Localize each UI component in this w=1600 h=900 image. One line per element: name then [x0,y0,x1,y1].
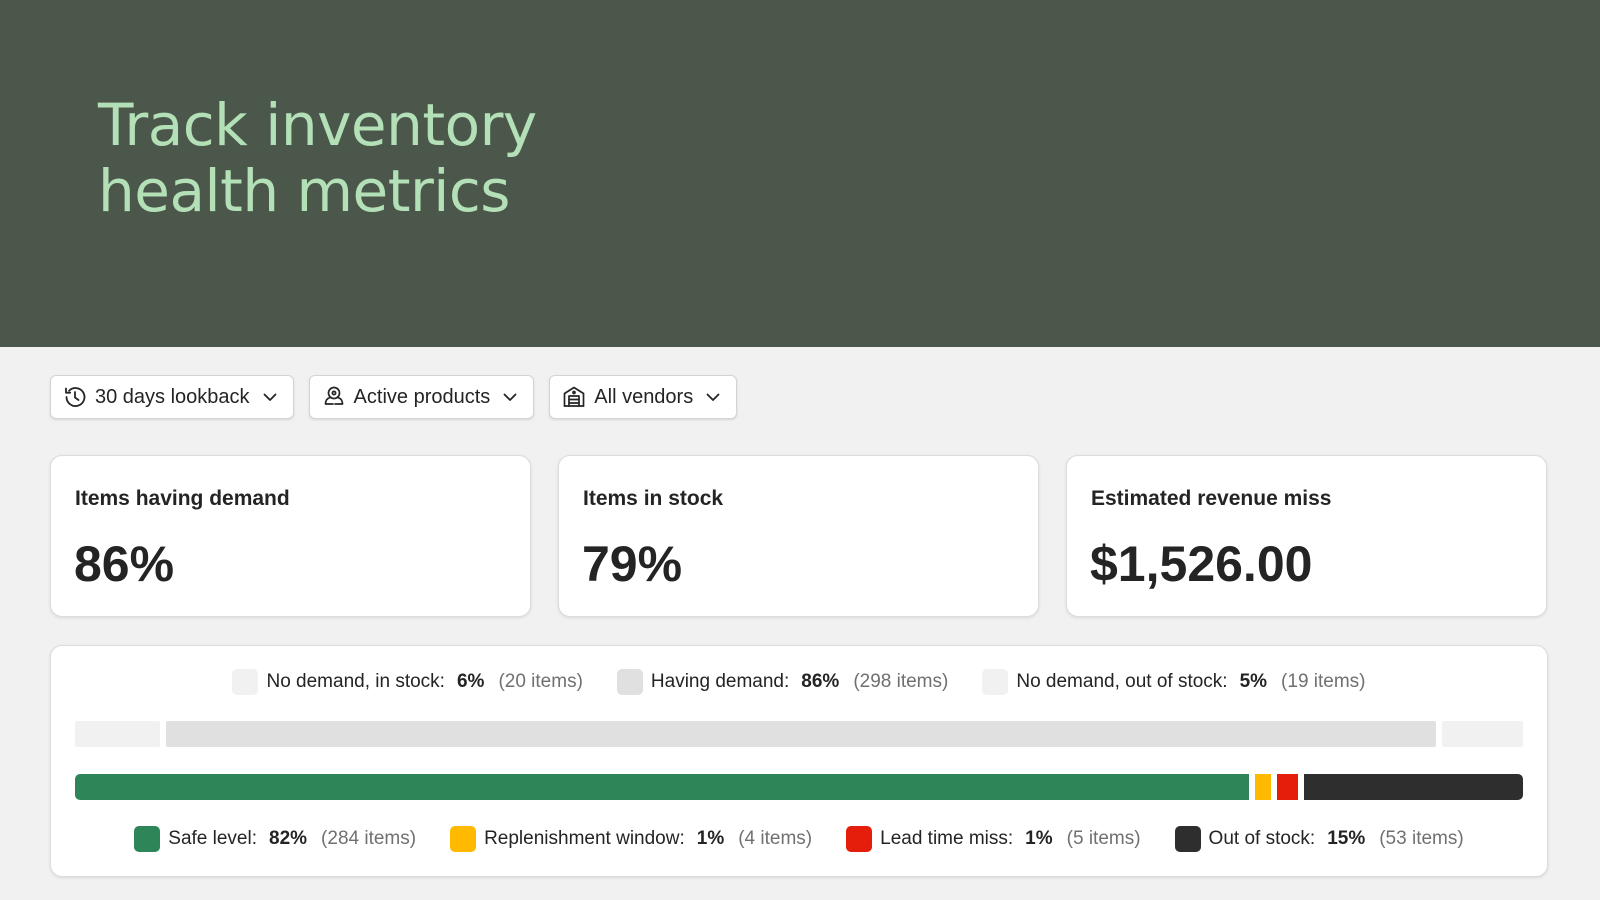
legend-item: No demand, in stock: 6% (20 items) [232,669,583,695]
page-title: Track inventory health metrics [98,91,537,225]
legend-item: Having demand: 86% (298 items) [616,669,949,695]
vendors-filter-button[interactable]: All vendors [549,375,738,419]
legend-percent: 15% [1327,828,1366,849]
chevron-down-icon [259,386,281,408]
legend-percent: 1% [1025,828,1053,849]
bar-segment [1303,774,1523,800]
legend-count: (20 items) [498,671,583,692]
legend-count: (19 items) [1281,671,1366,692]
vendors-filter-label: All vendors [594,385,694,408]
metric-card-value: 79% [582,536,683,592]
lookback-filter-label: 30 days lookback [95,385,250,408]
stock-status-legend: Safe level: 82% (284 items) Replenishment w… [51,826,1547,852]
legend-label: Safe level: [168,828,258,849]
legend-percent: 1% [696,828,725,849]
metric-card-value: $1,526.00 [1090,536,1313,592]
legend-count: (284 items) [321,828,417,849]
chevron-down-icon [499,386,521,408]
legend-percent: 6% [456,671,485,692]
vendor-building-icon [561,384,587,410]
legend-item: Lead time miss: 1% (5 items) [846,826,1141,852]
bar-segment [1277,774,1298,800]
inventory-breakdown-panel: No demand, in stock: 6% (20 items) Having d… [50,645,1548,877]
legend-label: Replenishment window: [484,828,685,849]
legend-percent: 86% [801,671,840,692]
legend-count: (298 items) [853,671,949,692]
lookback-filter-button[interactable]: 30 days lookback [50,375,294,419]
products-filter-label: Active products [353,385,491,408]
legend-swatch [616,669,643,695]
bar-segment [1442,721,1523,747]
legend-percent: 82% [269,828,308,849]
legend-swatch [982,669,1009,695]
products-filter-button[interactable]: Active products [308,375,535,419]
legend-swatch [134,826,161,852]
demand-legend: No demand, in stock: 6% (20 items) Having d… [51,669,1547,695]
legend-label: Having demand: [650,671,790,692]
legend-label: Lead time miss: [880,828,1014,849]
legend-item: No demand, out of stock: 5% (19 items) [982,669,1366,695]
bar-segment [75,721,161,747]
history-icon [62,384,88,410]
legend-swatch [1174,826,1201,852]
metric-card-title: Items having demand [75,487,290,510]
bar-segment [75,774,1249,800]
stock-status-stacked-bar [75,774,1523,800]
bar-segment [1254,774,1272,800]
hero-banner: Track inventory health metrics [0,0,1600,347]
metric-card-title: Items in stock [583,487,724,510]
legend-count: (4 items) [738,828,813,849]
products-icon [321,384,347,410]
legend-swatch [450,826,477,852]
legend-label: Out of stock: [1208,828,1316,849]
legend-count: (53 items) [1379,828,1464,849]
legend-percent: 5% [1239,671,1268,692]
metric-card-demand: Items having demand 86% [50,455,531,617]
legend-item: Replenishment window: 1% (4 items) [450,826,812,852]
chevron-down-icon [702,386,724,408]
metric-card-title: Estimated revenue miss [1091,487,1332,510]
legend-item: Out of stock: 15% (53 items) [1174,826,1464,852]
demand-stacked-bar [75,721,1523,747]
legend-item: Safe level: 82% (284 items) [134,826,416,852]
metric-card-value: 86% [74,536,175,592]
metric-card-revenue-miss: Estimated revenue miss $1,526.00 [1066,455,1547,617]
bar-segment [166,721,1437,747]
metric-card-in-stock: Items in stock 79% [558,455,1039,617]
legend-label: No demand, in stock: [266,671,445,692]
legend-swatch [846,826,873,852]
legend-label: No demand, out of stock: [1016,671,1228,692]
legend-swatch [232,669,259,695]
filter-bar: 30 days lookback Active products All ven… [50,375,738,419]
legend-count: (5 items) [1066,828,1141,849]
